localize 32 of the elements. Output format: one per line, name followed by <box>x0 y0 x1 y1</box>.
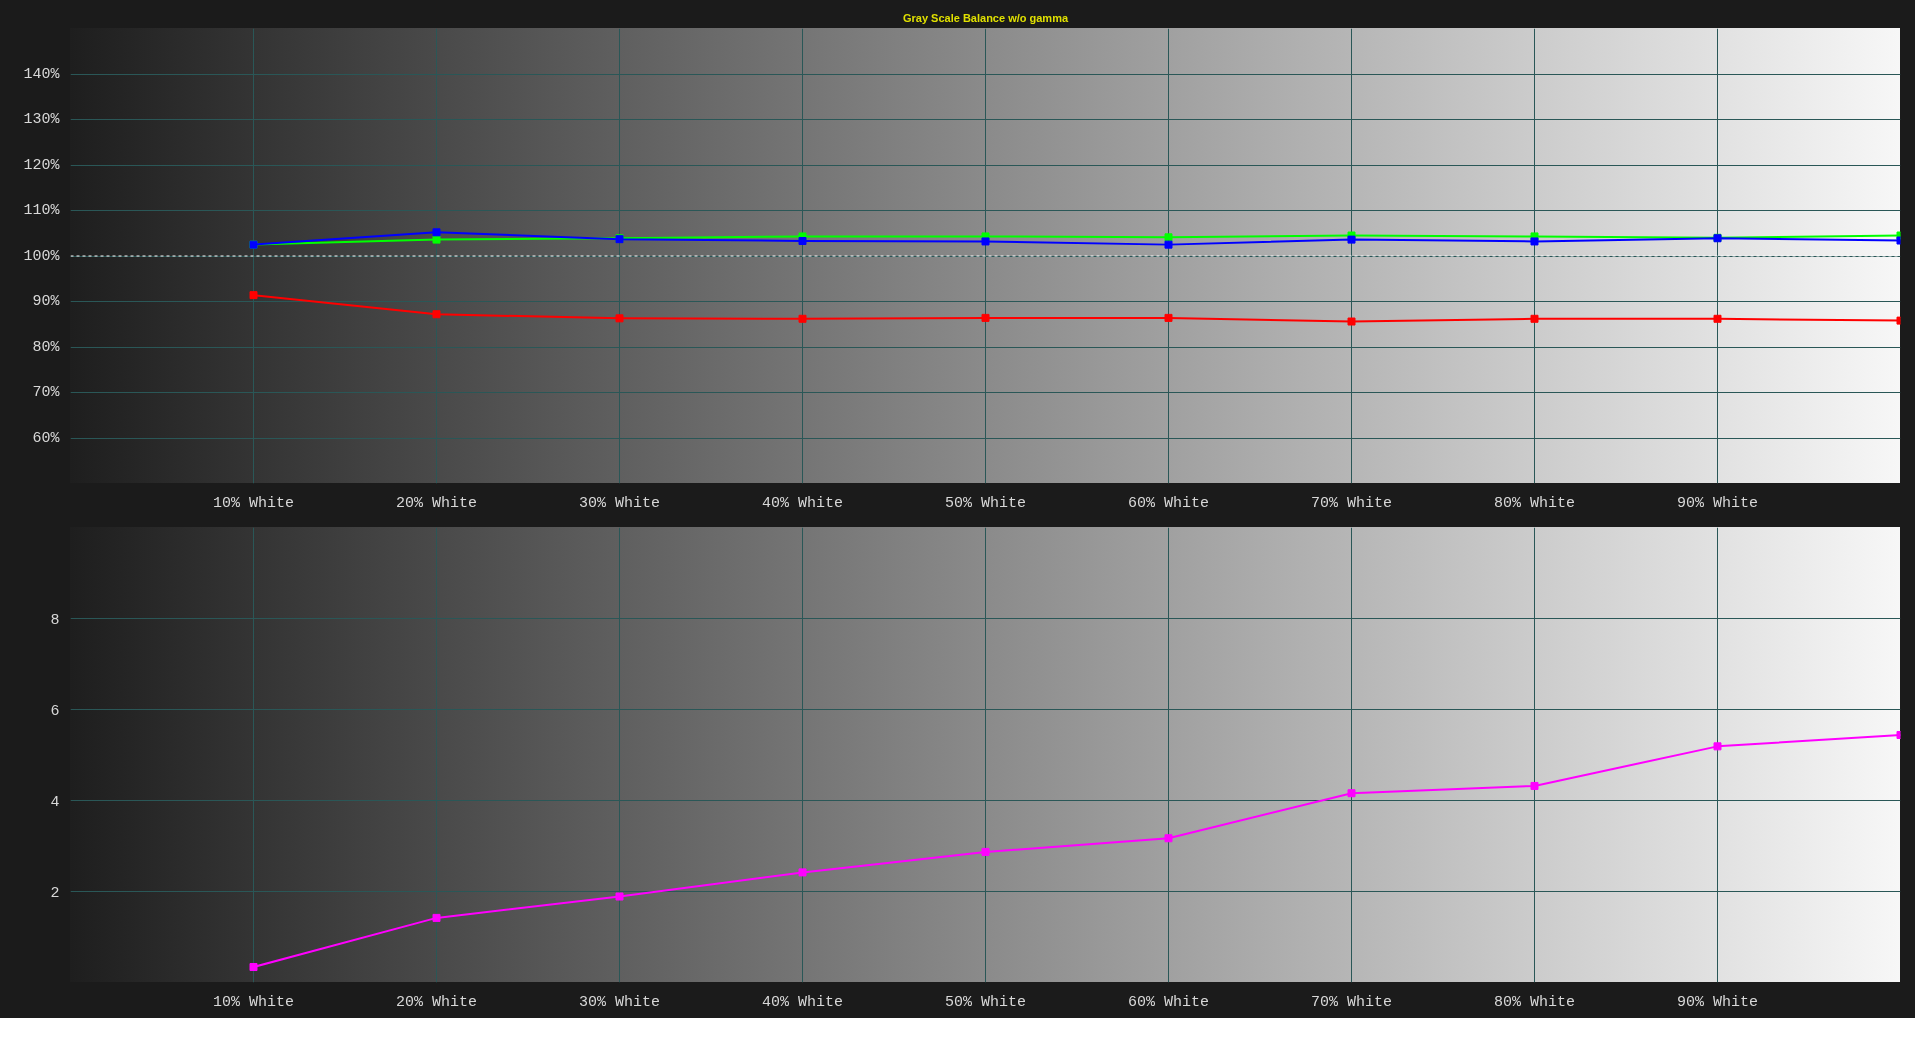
y-tick-label: 4 <box>50 793 60 811</box>
y-tick-label: 120% <box>23 156 61 174</box>
x-tick-label: 30% White <box>578 993 661 1011</box>
x-tick-label: 40% White <box>761 993 844 1011</box>
x-tick-label: 90% White <box>1676 993 1759 1011</box>
y-tick-label: 110% <box>23 202 61 219</box>
y-tick-label: 140% <box>23 65 61 83</box>
y-tick-label: 90% <box>32 293 61 310</box>
y-tick-label: 70% <box>32 384 61 401</box>
x-tick-label: 50% White <box>944 494 1027 512</box>
x-tick-label: 20% White <box>395 494 478 512</box>
y-tick-label: 60% <box>32 429 61 447</box>
x-tick-label: 30% White <box>578 494 661 512</box>
x-tick-label: 10% White <box>212 494 295 512</box>
x-tick-label: 60% White <box>1127 494 1210 512</box>
x-tick-label: 40% White <box>761 494 844 512</box>
x-tick-label: 70% White <box>1310 494 1393 512</box>
x-tick-label: 50% White <box>944 993 1027 1011</box>
y-tick-label: 6 <box>50 702 60 720</box>
x-tick-label: 80% White <box>1493 993 1576 1011</box>
x-tick-label: 80% White <box>1493 494 1576 512</box>
y-tick-label: 80% <box>32 338 61 356</box>
x-tick-label: 20% White <box>395 993 478 1011</box>
x-tick-label: 70% White <box>1310 993 1393 1011</box>
y-tick-label: 130% <box>23 111 61 128</box>
x-tick-label: 60% White <box>1127 993 1210 1011</box>
y-tick-label: 2 <box>50 884 60 902</box>
y-tick-label: 8 <box>50 611 60 629</box>
x-tick-label: 10% White <box>212 993 295 1011</box>
x-tick-label: 90% White <box>1676 494 1759 512</box>
chart-title: Gray Scale Balance w/o gamma <box>902 11 1069 24</box>
y-tick-label: 100% <box>23 247 61 265</box>
